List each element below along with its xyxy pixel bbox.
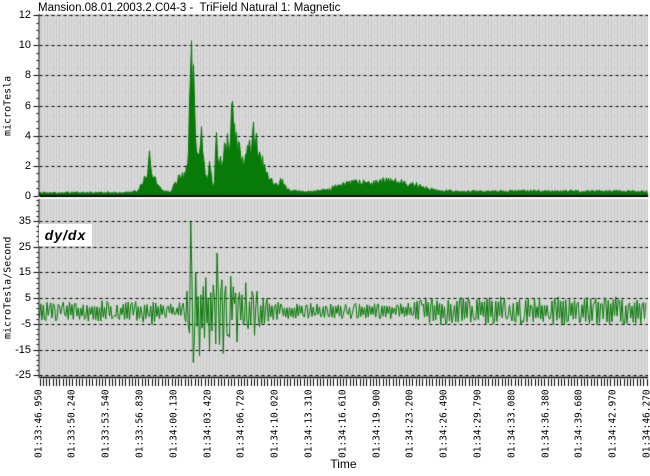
y-tick-label: 10	[18, 39, 31, 52]
x-tick-label: 01:33:53.540	[100, 389, 112, 458]
x-tick-label: 01:34:36.380	[540, 389, 552, 458]
x-tick-label: 01:34:39.680	[573, 389, 585, 458]
y-tick-label: 25	[18, 240, 31, 253]
x-tick-label: 01:34:42.970	[607, 389, 619, 458]
x-tick-label: 01:34:16.610	[337, 389, 349, 458]
x-tick-label: 01:34:46.270	[641, 389, 650, 458]
x-tick-label: 01:34:29.790	[472, 389, 484, 458]
y-tick-label: 2	[24, 159, 31, 172]
x-tick-label: 01:34:23.200	[404, 389, 416, 458]
y-tick-label: 4	[24, 129, 31, 142]
y-tick-label: 35	[18, 214, 31, 227]
x-tick-label: 01:34:13.310	[303, 389, 315, 458]
chart-title: Mansion.08.01.2003.2.C04-3 - TriField Na…	[38, 2, 341, 14]
y-tick-label: -15	[15, 343, 31, 356]
x-tick-label: 01:33:56.830	[134, 389, 146, 458]
y-tick-label: 8	[24, 69, 31, 82]
derivative-legend-label: dy/dx	[39, 224, 92, 246]
y-tick-label: 5	[24, 292, 31, 305]
x-tick-label: 01:34:03.420	[202, 389, 214, 458]
x-tick-label: 01:34:26.490	[438, 389, 450, 458]
y-tick-label: -25	[15, 369, 31, 382]
x-tick-label: 01:34:06.720	[235, 389, 247, 458]
x-axis-title: Time	[330, 457, 357, 471]
y-tick-label: -5	[21, 317, 31, 330]
x-tick-label: 01:33:46.950	[33, 389, 44, 458]
x-tick-label: 01:34:19.900	[371, 389, 383, 458]
y-tick-label: 12	[18, 9, 31, 21]
y-tick-label: 6	[24, 99, 31, 112]
x-tick-label: 01:34:33.080	[506, 389, 518, 458]
x-tick-label: 01:33:50.240	[66, 389, 78, 458]
y-tick-label: 15	[18, 266, 31, 279]
y-tick-label: 0	[24, 190, 31, 202]
x-tick-label: 01:34:00.130	[168, 389, 180, 458]
x-tick-label: 01:34:10.020	[269, 389, 281, 458]
